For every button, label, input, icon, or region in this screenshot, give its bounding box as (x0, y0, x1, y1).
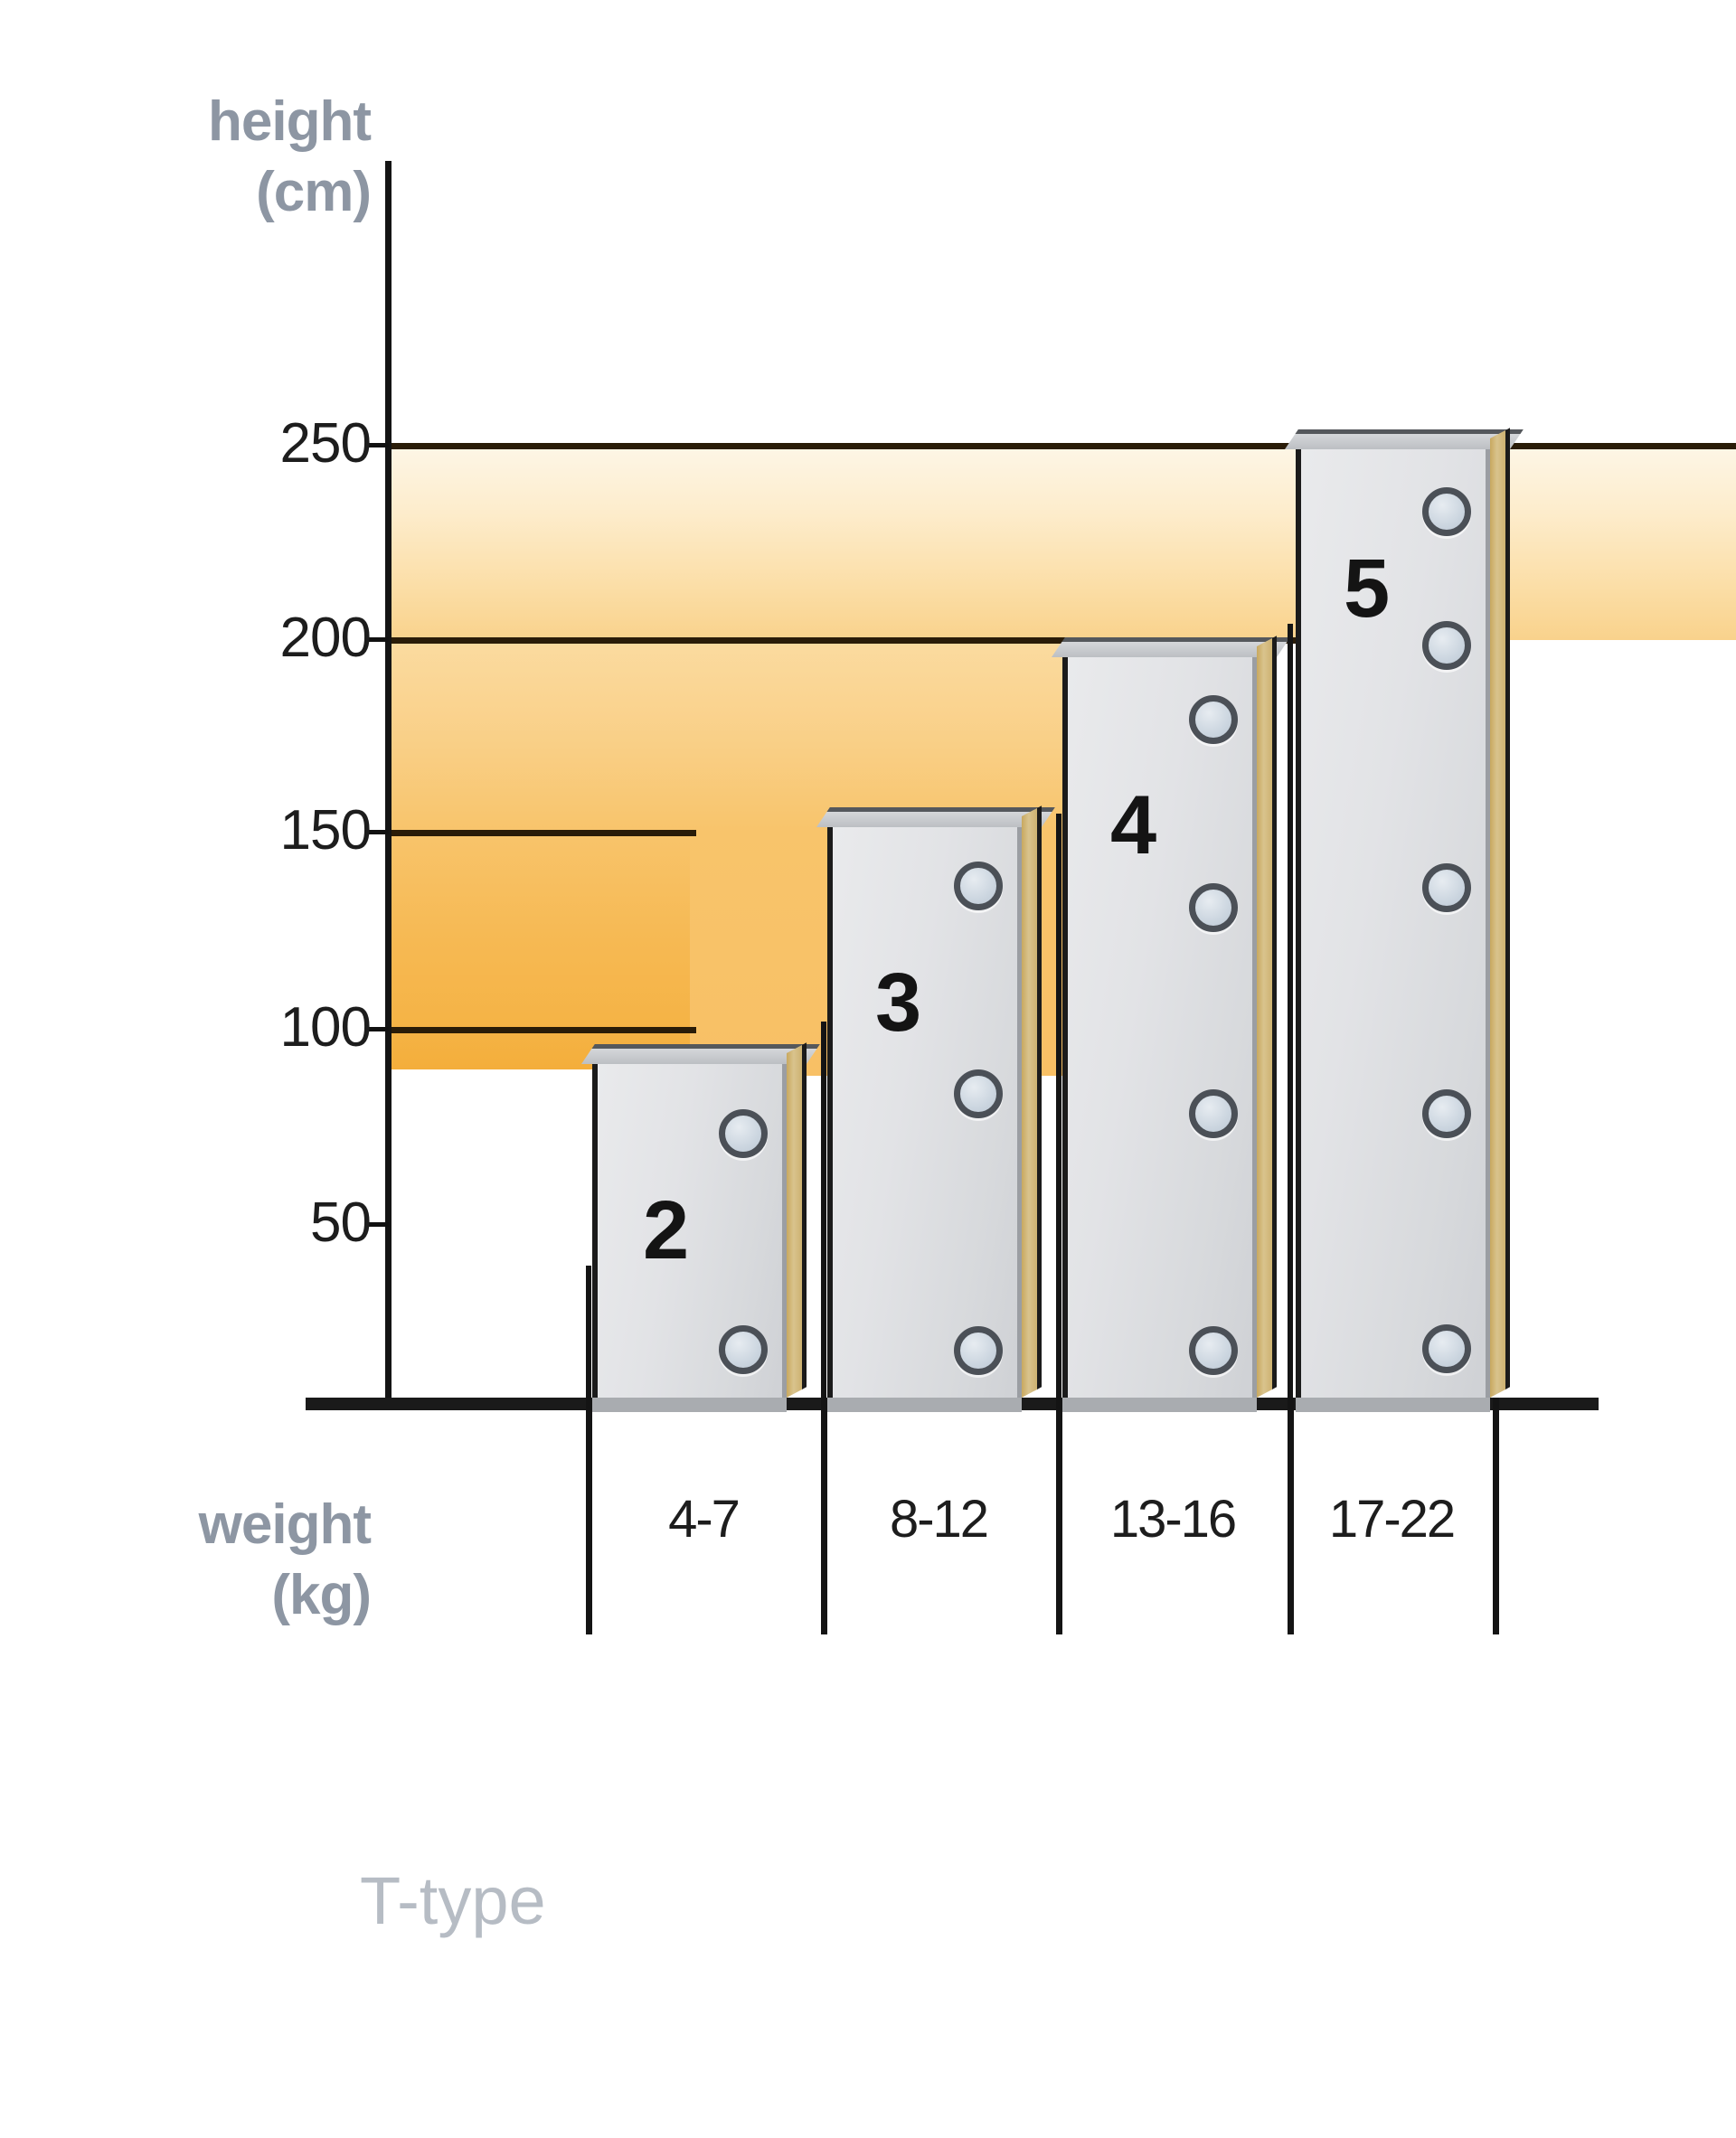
bar-topcap-4 (1052, 637, 1290, 657)
bar-hole-icon (1422, 1324, 1471, 1373)
bar-side-3 (1022, 805, 1042, 1398)
gridline-200 (389, 637, 1365, 644)
bar-hole-icon (1422, 487, 1471, 536)
bar-topcap-5 (1285, 429, 1524, 449)
y-tickmark-100 (365, 1027, 389, 1031)
category-separator-3-upper (1288, 624, 1293, 1401)
bar-number-label-4: 4 (1110, 779, 1156, 871)
category-separator-1-upper (821, 1022, 826, 1401)
gridline-150 (389, 830, 696, 836)
y-axis-title-line1: height (208, 90, 372, 153)
y-tick-label-200: 200 (279, 607, 372, 669)
bar-hole-icon (1189, 883, 1238, 932)
bar-side-4 (1257, 636, 1277, 1398)
bar-hole-icon (1189, 1089, 1238, 1138)
y-tick-label-group: 250 200 150 100 50 (136, 0, 372, 2138)
y-tick-label-100: 100 (279, 996, 372, 1059)
gridline-100 (389, 1027, 696, 1033)
bar-side-5 (1490, 428, 1510, 1399)
bar-hole-icon (1189, 695, 1238, 744)
bar-hole-icon (1189, 1326, 1238, 1375)
y-tick-label-50: 50 (310, 1191, 372, 1254)
x-tick-label-4-7: 4-7 (668, 1490, 741, 1549)
y-axis-line (385, 161, 392, 1410)
y-tickmark-150 (365, 830, 389, 834)
category-separator-2-upper (1056, 814, 1061, 1401)
bar-group-4[interactable]: 4 (1052, 636, 1290, 1412)
y-tickmark-250 (365, 443, 389, 447)
bar-number-label-5: 5 (1344, 542, 1390, 635)
bar-group-3[interactable]: 3 (816, 805, 1055, 1412)
x-axis-title-line2: (kg) (271, 1564, 372, 1626)
category-separator-3 (1288, 1398, 1294, 1634)
category-separator-2 (1056, 1398, 1062, 1634)
y-tick-label-250: 250 (279, 412, 372, 475)
bar-number-label-2: 2 (643, 1184, 689, 1276)
y-axis-title-line2: (cm) (256, 161, 372, 223)
bar-hole-icon (954, 1326, 1003, 1375)
bar-group-2[interactable]: 2 (581, 1042, 820, 1412)
x-tick-label-17-22: 17-22 (1328, 1490, 1456, 1549)
category-separator-4 (1493, 1398, 1499, 1634)
y-tickmark-200 (365, 637, 389, 642)
bar-hole-icon (719, 1109, 768, 1158)
bar-topcap-2 (581, 1044, 820, 1064)
footer-caption: T-type (360, 1863, 546, 1938)
orange-band-150 (392, 832, 690, 1029)
bar-group-5[interactable]: 5 (1285, 428, 1524, 1412)
y-tick-label-150: 150 (279, 799, 372, 862)
bar-base-shadow-2 (592, 1398, 787, 1412)
bar-face-4 (1062, 657, 1257, 1398)
bar-face-5 (1296, 449, 1490, 1398)
orange-band-250 (392, 447, 1736, 640)
y-axis-title: height (cm) (136, 87, 372, 228)
x-axis-title-line1: weight (198, 1493, 372, 1556)
bar-hole-icon (954, 862, 1003, 910)
category-separator-1 (821, 1398, 827, 1634)
bar-base-shadow-4 (1062, 1398, 1257, 1412)
bar-hole-icon (954, 1069, 1003, 1118)
y-tickmark-50 (369, 1222, 389, 1227)
x-tick-label-13-16: 13-16 (1109, 1490, 1237, 1549)
bar-hole-icon (719, 1325, 768, 1374)
bar-topcap-3 (816, 807, 1055, 827)
bar-base-shadow-3 (827, 1398, 1022, 1412)
bar-hole-icon (1422, 621, 1471, 670)
bar-number-label-3: 3 (875, 956, 921, 1049)
bar-hole-icon (1422, 1089, 1471, 1138)
x-tick-label-8-12: 8-12 (889, 1490, 989, 1549)
x-axis-title: weight (kg) (127, 1490, 372, 1631)
gridline-250 (389, 443, 1736, 449)
category-separator-0 (586, 1398, 592, 1634)
category-separator-0-upper (586, 1266, 591, 1401)
bar-side-2 (787, 1042, 807, 1398)
bar-base-shadow-5 (1296, 1398, 1490, 1412)
bar-hole-icon (1422, 863, 1471, 912)
